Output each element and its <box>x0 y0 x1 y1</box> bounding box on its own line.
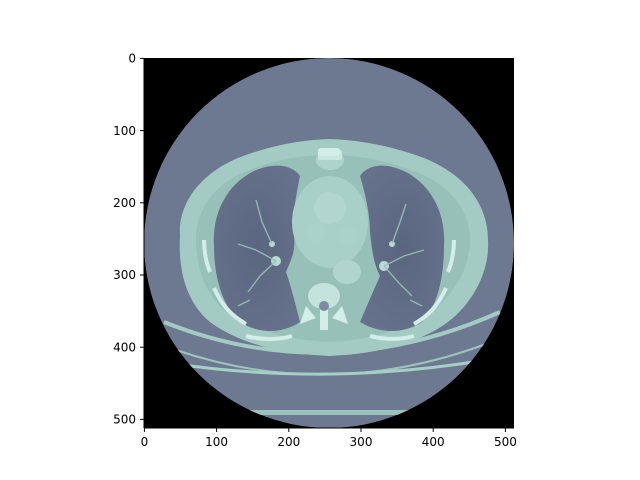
x-tick-label: 400 <box>422 435 445 449</box>
right-lung <box>213 165 300 331</box>
ct-image <box>144 58 514 428</box>
aortic-root <box>314 192 346 224</box>
descending-aorta <box>333 260 361 284</box>
vertebra <box>300 283 348 330</box>
x-tick-label: 100 <box>205 435 228 449</box>
x-tick-label: 500 <box>494 435 517 449</box>
left-lung <box>360 165 445 331</box>
y-tick-label: 0 <box>128 52 136 66</box>
y-tick-label: 100 <box>113 124 136 138</box>
x-tick-label: 200 <box>277 435 300 449</box>
y-tick-label: 400 <box>113 340 136 354</box>
ribs <box>202 239 456 341</box>
x-tick-label: 300 <box>350 435 373 449</box>
sternum <box>318 148 340 156</box>
x-ticks: 0 100 200 300 400 500 <box>141 428 517 449</box>
axes <box>143 58 514 429</box>
y-tick-label: 200 <box>113 196 136 210</box>
x-tick-label: 0 <box>141 435 149 449</box>
y-ticks: 0 100 200 300 400 500 <box>113 52 144 427</box>
y-tick-label: 300 <box>113 268 136 282</box>
y-tick-label: 500 <box>113 413 136 427</box>
